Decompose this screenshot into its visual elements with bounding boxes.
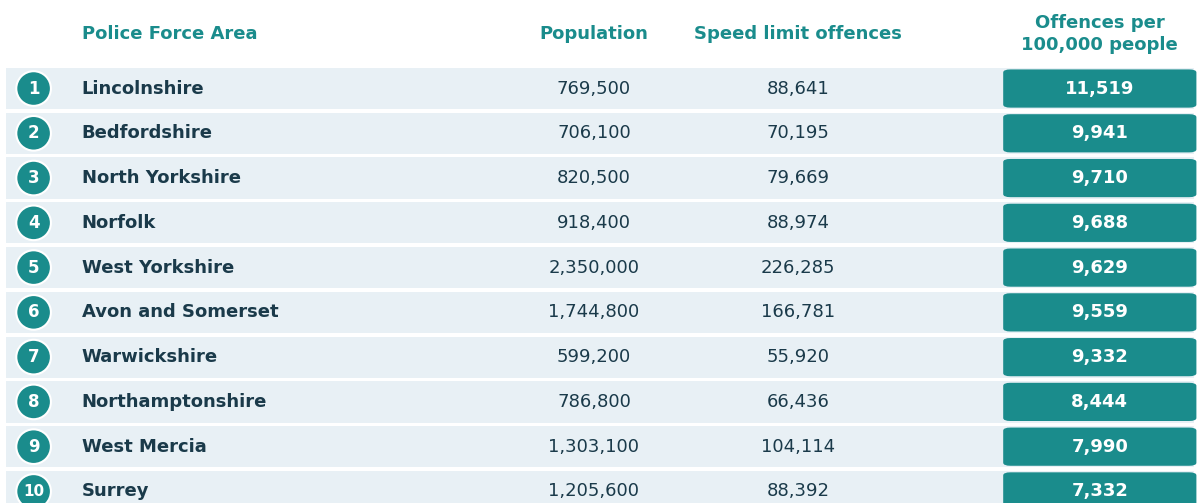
Bar bbox=[6, 467, 1194, 471]
Ellipse shape bbox=[17, 71, 50, 106]
Text: 2,350,000: 2,350,000 bbox=[548, 259, 640, 277]
Text: 104,114: 104,114 bbox=[761, 438, 835, 456]
Text: Avon and Somerset: Avon and Somerset bbox=[82, 303, 278, 321]
Text: Lincolnshire: Lincolnshire bbox=[82, 79, 204, 98]
Text: Surrey: Surrey bbox=[82, 482, 149, 500]
Text: West Mercia: West Mercia bbox=[82, 438, 206, 456]
Text: 786,800: 786,800 bbox=[557, 393, 631, 411]
Bar bbox=[6, 381, 1194, 423]
Bar bbox=[6, 247, 1194, 288]
FancyBboxPatch shape bbox=[1003, 204, 1196, 242]
Bar bbox=[6, 243, 1194, 247]
Text: 88,641: 88,641 bbox=[767, 79, 829, 98]
Text: 9,559: 9,559 bbox=[1072, 303, 1128, 321]
Text: 55,920: 55,920 bbox=[767, 348, 829, 366]
FancyBboxPatch shape bbox=[1003, 159, 1196, 197]
Bar bbox=[6, 423, 1194, 426]
FancyBboxPatch shape bbox=[1003, 248, 1196, 287]
Text: 88,974: 88,974 bbox=[767, 214, 829, 232]
Bar bbox=[6, 202, 1194, 243]
Text: 1,205,600: 1,205,600 bbox=[548, 482, 640, 500]
Bar bbox=[6, 199, 1194, 202]
Bar bbox=[6, 68, 1194, 109]
Text: 7,990: 7,990 bbox=[1072, 438, 1128, 456]
Bar bbox=[6, 0, 1194, 68]
FancyBboxPatch shape bbox=[1003, 338, 1196, 376]
Text: North Yorkshire: North Yorkshire bbox=[82, 169, 241, 187]
Text: 918,400: 918,400 bbox=[557, 214, 631, 232]
Text: 4: 4 bbox=[28, 214, 40, 232]
Text: 706,100: 706,100 bbox=[557, 124, 631, 142]
Text: 1,303,100: 1,303,100 bbox=[548, 438, 640, 456]
Text: Norfolk: Norfolk bbox=[82, 214, 156, 232]
Bar bbox=[6, 288, 1194, 292]
Text: 6: 6 bbox=[28, 303, 40, 321]
FancyBboxPatch shape bbox=[1003, 293, 1196, 331]
Text: 769,500: 769,500 bbox=[557, 79, 631, 98]
Text: 79,669: 79,669 bbox=[767, 169, 829, 187]
Text: 11,519: 11,519 bbox=[1066, 79, 1134, 98]
Text: 66,436: 66,436 bbox=[767, 393, 829, 411]
Ellipse shape bbox=[17, 161, 50, 195]
Ellipse shape bbox=[17, 250, 50, 285]
Bar bbox=[6, 471, 1194, 503]
FancyBboxPatch shape bbox=[1003, 114, 1196, 152]
Ellipse shape bbox=[17, 474, 50, 503]
Bar bbox=[6, 337, 1194, 378]
Text: 9,332: 9,332 bbox=[1072, 348, 1128, 366]
Ellipse shape bbox=[17, 430, 50, 464]
Ellipse shape bbox=[17, 385, 50, 419]
Bar bbox=[6, 109, 1194, 113]
Text: 9: 9 bbox=[28, 438, 40, 456]
Text: 1,744,800: 1,744,800 bbox=[548, 303, 640, 321]
Text: 8,444: 8,444 bbox=[1072, 393, 1128, 411]
Text: 8: 8 bbox=[28, 393, 40, 411]
FancyBboxPatch shape bbox=[1003, 383, 1196, 421]
Ellipse shape bbox=[17, 295, 50, 329]
Text: 88,392: 88,392 bbox=[767, 482, 829, 500]
Bar bbox=[6, 154, 1194, 157]
Text: West Yorkshire: West Yorkshire bbox=[82, 259, 234, 277]
Text: 9,710: 9,710 bbox=[1072, 169, 1128, 187]
Ellipse shape bbox=[17, 340, 50, 374]
Bar bbox=[6, 426, 1194, 467]
Text: 7: 7 bbox=[28, 348, 40, 366]
Text: Offences per
100,000 people: Offences per 100,000 people bbox=[1021, 14, 1178, 54]
Bar bbox=[6, 378, 1194, 381]
Bar bbox=[6, 157, 1194, 199]
Text: Warwickshire: Warwickshire bbox=[82, 348, 217, 366]
Bar bbox=[6, 333, 1194, 337]
Text: 599,200: 599,200 bbox=[557, 348, 631, 366]
Text: 10: 10 bbox=[23, 484, 44, 499]
FancyBboxPatch shape bbox=[1003, 428, 1196, 466]
FancyBboxPatch shape bbox=[1003, 69, 1196, 108]
Text: 5: 5 bbox=[28, 259, 40, 277]
Text: Speed limit offences: Speed limit offences bbox=[694, 25, 902, 43]
Bar bbox=[6, 113, 1194, 154]
Text: 2: 2 bbox=[28, 124, 40, 142]
Text: 7,332: 7,332 bbox=[1072, 482, 1128, 500]
Bar bbox=[6, 292, 1194, 333]
Text: 820,500: 820,500 bbox=[557, 169, 631, 187]
Text: 1: 1 bbox=[28, 79, 40, 98]
Text: 70,195: 70,195 bbox=[767, 124, 829, 142]
Text: 9,941: 9,941 bbox=[1072, 124, 1128, 142]
Ellipse shape bbox=[17, 116, 50, 150]
Text: Bedfordshire: Bedfordshire bbox=[82, 124, 212, 142]
Ellipse shape bbox=[17, 206, 50, 240]
Text: Population: Population bbox=[540, 25, 648, 43]
Text: 166,781: 166,781 bbox=[761, 303, 835, 321]
Text: Police Force Area: Police Force Area bbox=[82, 25, 257, 43]
Text: Northamptonshire: Northamptonshire bbox=[82, 393, 266, 411]
Text: 9,688: 9,688 bbox=[1072, 214, 1128, 232]
Text: 9,629: 9,629 bbox=[1072, 259, 1128, 277]
Text: 3: 3 bbox=[28, 169, 40, 187]
FancyBboxPatch shape bbox=[1003, 472, 1196, 503]
Text: 226,285: 226,285 bbox=[761, 259, 835, 277]
